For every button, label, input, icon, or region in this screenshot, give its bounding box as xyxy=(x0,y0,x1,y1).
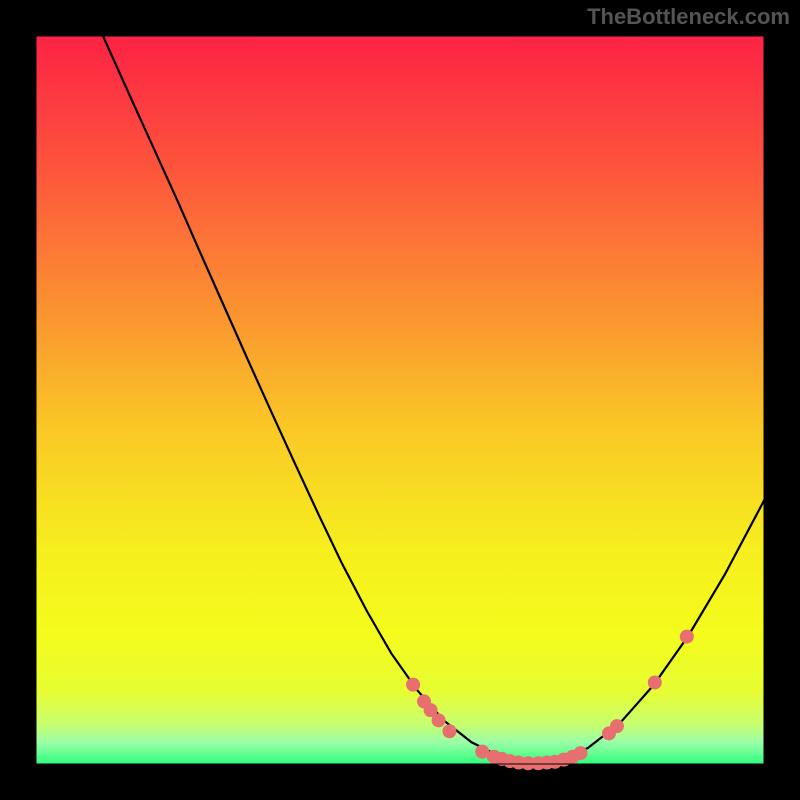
marker-point xyxy=(610,719,624,733)
marker-point xyxy=(406,678,420,692)
marker-point xyxy=(680,630,694,644)
marker-point xyxy=(648,675,662,689)
marker-point xyxy=(574,746,588,760)
marker-point xyxy=(443,724,457,738)
watermark-text: TheBottleneck.com xyxy=(587,4,790,30)
bottleneck-chart: TheBottleneck.com xyxy=(0,0,800,800)
chart-svg xyxy=(0,0,800,800)
gradient-background xyxy=(36,36,764,764)
marker-point xyxy=(432,713,446,727)
